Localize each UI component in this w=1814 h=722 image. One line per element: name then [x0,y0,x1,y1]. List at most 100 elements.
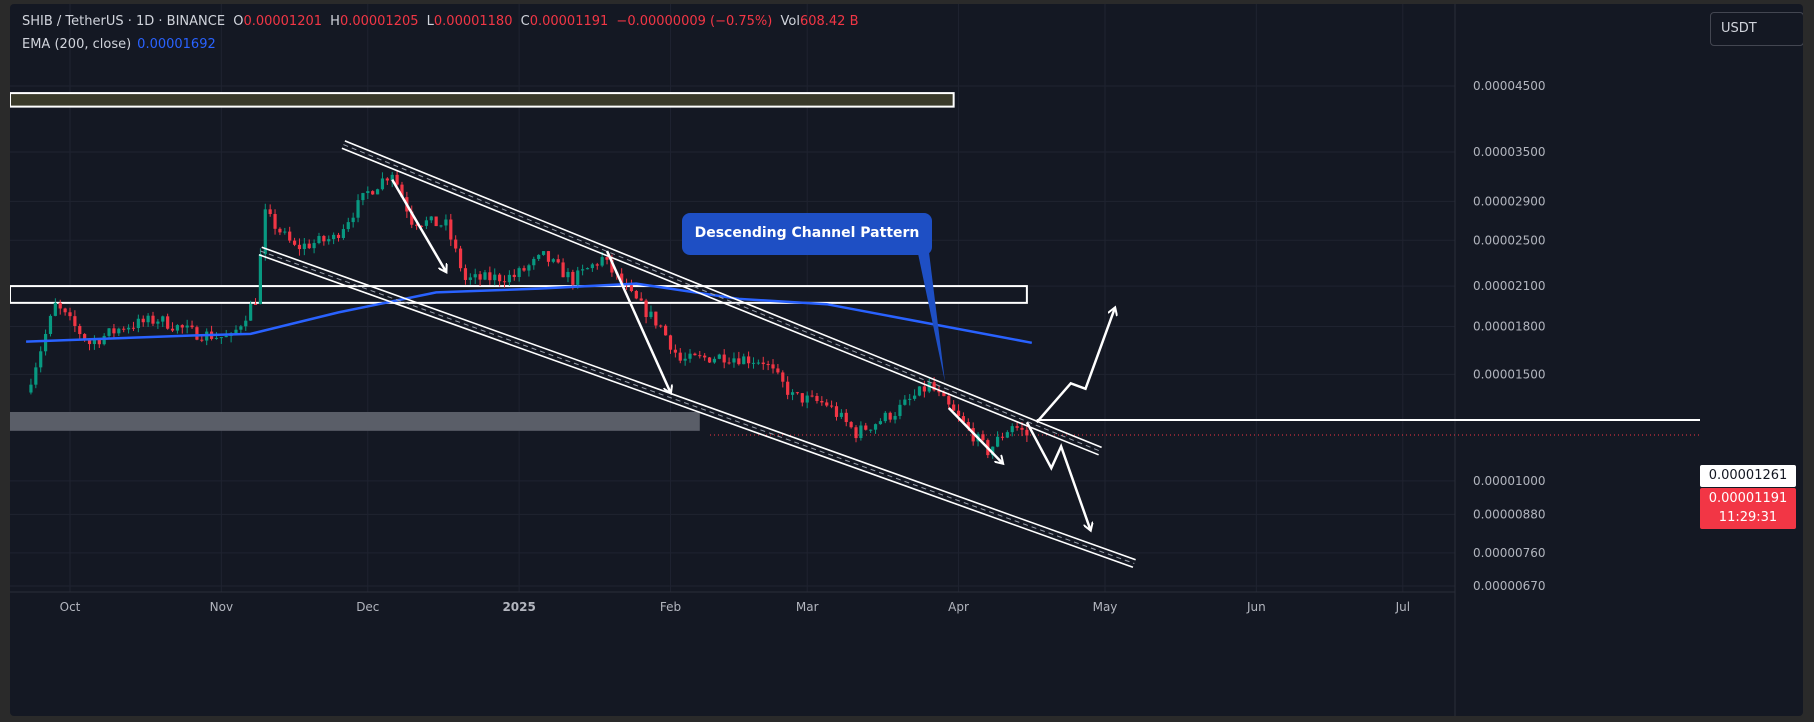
candle-body [634,290,638,299]
annotation-pointer [916,244,945,382]
candle [800,392,804,407]
candle-body [195,327,199,340]
x-tick-label: 2025 [502,600,535,614]
currency-button[interactable]: USDT [1710,12,1803,46]
candle [58,299,62,315]
candle-body [966,422,970,429]
candle [742,353,746,365]
candle-body [595,264,599,266]
candle [151,311,155,326]
candle-body [893,415,897,420]
candle [92,335,97,350]
candle-body [717,354,721,359]
candle [668,334,673,354]
candle [776,363,780,375]
candle [815,392,819,404]
candle [375,188,380,195]
bullish-scenario-arrow [1035,308,1115,424]
candle [561,258,565,278]
candle-body [327,239,331,242]
ema-legend[interactable]: EMA (200, close) 0.00001692 [22,37,216,52]
candle-body [805,395,809,403]
candle-body [742,356,746,365]
candle-body [512,274,516,278]
candle-body [590,264,594,269]
candle-body [566,271,570,278]
candle [766,360,770,371]
candle [512,269,516,281]
candle-body [1010,426,1014,433]
candle [68,307,72,321]
y-tick-label: 0.00002900 [1473,194,1546,208]
candle [415,223,419,230]
candle [566,268,570,283]
candle-body [126,327,131,330]
candle-body [385,178,389,181]
candle-body [937,390,941,393]
candle-body [43,333,48,352]
candle [185,319,189,334]
candle [253,298,258,306]
candle [712,356,717,364]
candle-body [297,244,302,250]
candle [366,186,370,199]
candle-body [1005,432,1009,438]
candle-body [556,259,560,263]
candle-body [761,362,765,365]
candle-body [346,222,350,230]
candle [170,322,175,333]
candle [820,396,824,406]
candle [888,411,892,423]
chart-panel[interactable]: 0.00004500 0.00003500 0.00002900 0.00002500… [10,4,1803,716]
candle [346,217,350,232]
candle [629,279,634,293]
bearish-scenario-arrow [1025,421,1091,530]
y-tick-label: 0.00002500 [1473,233,1546,247]
candle-body [278,228,282,233]
candle-body [332,234,336,240]
candle [532,256,536,270]
price-chart[interactable]: 0.00004500 0.00003500 0.00002900 0.00002500… [10,4,1803,716]
candle [864,422,868,431]
candle [707,357,712,364]
candle [29,378,33,395]
candle [458,245,463,272]
candle [161,315,165,328]
channel-upper-line [343,144,1101,452]
symbol-title[interactable]: SHIB / TetherUS · 1D · BINANCE [22,14,226,29]
candle-body [83,334,87,340]
candle [39,346,43,373]
candle [268,204,272,217]
candle [688,349,692,363]
y-tick-label: 0.00003500 [1473,145,1546,159]
candle-body [551,259,555,262]
candle [883,411,887,424]
candle [947,392,951,409]
candle [336,232,341,242]
candle [356,194,360,223]
candle [258,248,263,305]
candle-body [307,243,311,249]
candle [771,359,775,374]
candle [693,352,697,356]
candle-body [380,178,385,190]
x-tick-label: Nov [210,600,233,614]
pattern-annotation[interactable]: Descending Channel Pattern [682,213,932,255]
candle-body [869,429,873,431]
candle-body [498,274,502,282]
candle [912,389,917,401]
candle-body [170,328,175,331]
y-tick-label: 0.00004500 [1473,79,1546,93]
candle [195,325,199,341]
candle [454,235,458,253]
candle [502,275,507,288]
candle-body [156,321,160,324]
candle [219,337,223,344]
candle [527,263,531,277]
candle-body [253,304,258,306]
candle [209,325,214,341]
candle-body [375,189,380,195]
change-value: −0.00000009 (−0.75%) [616,14,773,29]
close-label: C [520,14,530,29]
candle-body [180,325,184,328]
